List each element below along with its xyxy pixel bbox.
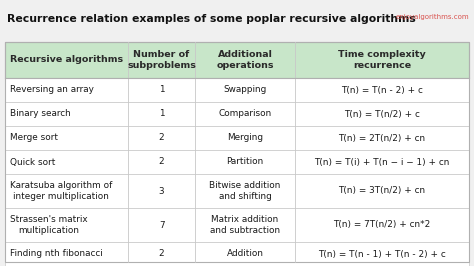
Text: Bitwise addition
and shifting: Bitwise addition and shifting bbox=[210, 181, 281, 201]
Bar bbox=[5, 42, 469, 78]
Text: Swapping: Swapping bbox=[224, 85, 267, 94]
Text: Comparison: Comparison bbox=[219, 110, 272, 118]
Text: Binary search: Binary search bbox=[10, 110, 71, 118]
Text: T(n) = 3T(n/2) + cn: T(n) = 3T(n/2) + cn bbox=[338, 186, 426, 196]
Text: Merge sort: Merge sort bbox=[10, 134, 58, 143]
Bar bbox=[5, 126, 469, 150]
Text: Additional
operations: Additional operations bbox=[216, 50, 274, 70]
Text: T(n) = 2T(n/2) + cn: T(n) = 2T(n/2) + cn bbox=[338, 134, 426, 143]
Text: T(n) = 7T(n/2) + cn*2: T(n) = 7T(n/2) + cn*2 bbox=[333, 221, 430, 230]
Text: Partition: Partition bbox=[227, 157, 264, 167]
Text: Karatsuba algorithm of
integer multiplication: Karatsuba algorithm of integer multiplic… bbox=[10, 181, 112, 201]
Bar bbox=[5, 242, 469, 266]
Bar bbox=[5, 78, 469, 102]
Text: 7: 7 bbox=[159, 221, 164, 230]
Text: Addition: Addition bbox=[227, 250, 264, 259]
Text: Matrix addition
and subtraction: Matrix addition and subtraction bbox=[210, 215, 280, 235]
Text: Strassen's matrix
multiplication: Strassen's matrix multiplication bbox=[10, 215, 88, 235]
Bar bbox=[5, 102, 469, 126]
Text: T(n) = T(n - 1) + T(n - 2) + c: T(n) = T(n - 1) + T(n - 2) + c bbox=[318, 250, 446, 259]
Text: T(n) = T(n - 2) + c: T(n) = T(n - 2) + c bbox=[341, 85, 423, 94]
Bar bbox=[5, 174, 469, 208]
Text: Recursive algorithms: Recursive algorithms bbox=[10, 56, 123, 64]
Text: 1: 1 bbox=[159, 110, 164, 118]
Bar bbox=[5, 42, 469, 262]
Text: enjoyalgorithms.com: enjoyalgorithms.com bbox=[395, 14, 469, 20]
Text: Number of
subproblems: Number of subproblems bbox=[127, 50, 196, 70]
Bar bbox=[5, 208, 469, 242]
Text: Finding nth fibonacci: Finding nth fibonacci bbox=[10, 250, 103, 259]
Text: 2: 2 bbox=[159, 250, 164, 259]
Text: 3: 3 bbox=[159, 186, 164, 196]
Bar bbox=[5, 150, 469, 174]
Text: Time complexity
recurrence: Time complexity recurrence bbox=[338, 50, 426, 70]
Text: 2: 2 bbox=[159, 134, 164, 143]
Text: T(n) = T(n/2) + c: T(n) = T(n/2) + c bbox=[344, 110, 420, 118]
Text: Recurrence relation examples of some poplar recursive algorithms: Recurrence relation examples of some pop… bbox=[7, 14, 416, 24]
Text: Quick sort: Quick sort bbox=[10, 157, 55, 167]
Text: Merging: Merging bbox=[227, 134, 263, 143]
Text: Reversing an array: Reversing an array bbox=[10, 85, 94, 94]
Text: 1: 1 bbox=[159, 85, 164, 94]
Text: T(n) = T(i) + T(n − i − 1) + cn: T(n) = T(i) + T(n − i − 1) + cn bbox=[314, 157, 450, 167]
Text: 2: 2 bbox=[159, 157, 164, 167]
